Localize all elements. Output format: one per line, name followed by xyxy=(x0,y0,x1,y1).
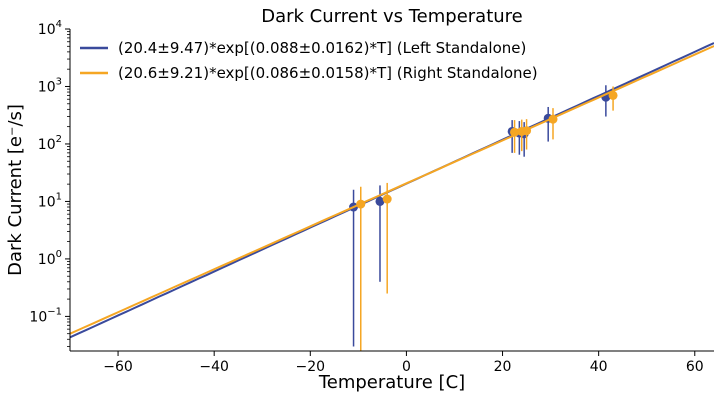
y-tick-label: 104 xyxy=(38,19,62,38)
data-point xyxy=(522,126,532,136)
x-tick-label: −20 xyxy=(296,359,326,375)
x-tick-label: 40 xyxy=(590,359,608,375)
x-tick-label: 60 xyxy=(686,359,704,375)
data-point xyxy=(356,199,366,209)
chart-title: Dark Current vs Temperature xyxy=(261,6,523,27)
data-point xyxy=(548,114,558,124)
y-tick-label: 103 xyxy=(38,76,62,95)
plot-area xyxy=(70,42,714,351)
x-tick-label: 20 xyxy=(494,359,512,375)
data-point xyxy=(375,196,385,206)
legend-label-series-1: (20.4±9.47)*exp[(0.088±0.0162)*T] (Left … xyxy=(118,39,526,57)
legend: (20.4±9.47)*exp[(0.088±0.0162)*T] (Left … xyxy=(80,39,538,82)
data-point xyxy=(608,90,618,100)
legend-label-series-2: (20.6±9.21)*exp[(0.086±0.0158)*T] (Right… xyxy=(118,64,538,82)
y-tick-label: 10−1 xyxy=(29,306,62,325)
y-tick-label: 100 xyxy=(38,249,62,268)
y-axis-title: Dark Current [e⁻/s] xyxy=(5,104,26,276)
x-axis-title: Temperature [C] xyxy=(318,372,465,393)
x-tick-label: 0 xyxy=(402,359,411,375)
data-point xyxy=(510,127,520,137)
x-tick-label: −60 xyxy=(103,359,133,375)
y-tick-label: 102 xyxy=(38,134,62,153)
y-tick-label: 101 xyxy=(38,191,62,210)
x-tick-label: −40 xyxy=(199,359,229,375)
fit-line-series-2 xyxy=(70,45,714,335)
data-point xyxy=(382,194,392,204)
axes: −60 −40 −20 0 20 40 60 10−1 100 101 102 103 104 xyxy=(29,19,714,375)
